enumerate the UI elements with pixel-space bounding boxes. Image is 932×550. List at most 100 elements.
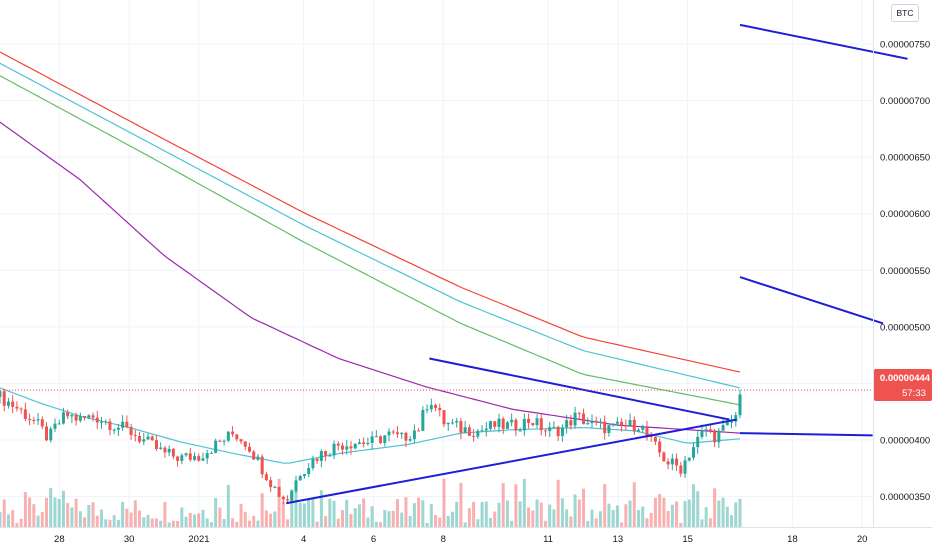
volume-bar [332,500,336,527]
volume-bar [345,499,349,527]
candle-body [442,410,446,425]
candle-body [252,451,256,460]
volume-bar [247,520,251,527]
volume-bar [319,490,323,527]
volume-bar [2,499,6,527]
candlesticks[interactable] [0,388,742,505]
volume-bar [484,501,488,527]
candle-body [484,428,488,431]
price-tick-label: 0.00000650 [880,153,930,164]
candle-body [104,421,108,423]
volume-bar [121,501,125,527]
candle-body [425,409,429,411]
candle-body [658,441,662,453]
volume-bar [104,519,108,527]
candle-body [40,419,44,427]
trendline [429,357,730,421]
volume-bar [611,509,615,527]
trendline [739,23,908,60]
volume-bar [573,494,577,527]
volume-bar [231,518,235,527]
candle-body [256,456,260,460]
moving-average-line [0,62,741,389]
candle-body [493,421,497,427]
candle-body [176,456,180,461]
candle-body [99,421,103,423]
candle-body [36,419,40,421]
volume-bar [472,501,476,527]
candle-body [336,443,340,446]
candle-body [209,452,213,454]
volume-bar [19,518,23,527]
volume-bar [607,503,611,527]
candle-body [501,418,505,429]
candle-body [700,430,704,437]
volume-bar [628,500,632,527]
candle-body [121,421,125,428]
volume-bar [302,503,306,527]
volume-bar [370,506,374,527]
volume-bar [311,499,315,527]
volume-bar [615,505,619,527]
candle-body [594,420,598,423]
volume-bar [700,519,704,527]
candle-body [641,427,645,430]
volume-bar [637,510,641,527]
candle-body [598,421,602,423]
candle-body [269,480,273,488]
volume-bar [560,498,564,527]
volume-bar [277,478,281,527]
price-axis[interactable]: 0.00000750 0.00000700 0.00000650 0.00000600… [880,40,930,503]
volume-bar [180,507,184,527]
volume-bar [362,498,366,527]
volume-bar [171,520,175,527]
volume-bar [489,517,493,527]
candle-body [61,412,65,424]
volume-bar [586,520,590,527]
candle-body [412,430,416,440]
candle-body [353,443,357,449]
currency-badge[interactable]: BTC [891,4,919,22]
trendlines[interactable] [286,23,908,505]
candle-body [404,432,408,441]
candle-body [188,453,192,460]
volume-bar [15,522,19,527]
time-tick-label: 28 [54,534,65,545]
volume-bar [193,514,197,527]
volume-bar [734,502,738,527]
volume-bar [116,519,120,527]
volume-bar [632,482,636,527]
volume-bar [184,516,188,527]
candle-body [260,456,264,475]
current-price-label: 0.00000444 57:33 [874,369,932,401]
time-axis[interactable]: 28 30 2021 4 6 8 11 13 15 18 20 [54,534,867,545]
candle-body [167,448,171,453]
volume-bar [442,478,446,527]
price-tick-label: 0.00000350 [880,492,930,503]
volume-bar [201,509,205,527]
candle-body [653,436,657,442]
candle-body [366,442,370,445]
volume-bar [61,490,65,527]
volume-bar [395,499,399,527]
candle-body [91,415,95,418]
volume-bar [307,498,311,527]
volume-bar [391,510,395,527]
candle-body [446,422,450,425]
volume-bar [243,511,247,527]
candle-body [708,429,712,431]
candle-body [235,434,239,440]
candle-body [721,425,725,431]
volume-bar [713,488,717,527]
candle-body [434,405,438,409]
time-tick-label: 13 [613,534,624,545]
candle-body [620,421,624,426]
volume-bar [357,504,361,527]
candle-body [201,458,205,461]
candle-body [628,419,632,427]
volume-bar [87,504,91,527]
volume-bar [222,518,226,527]
volume-bar [641,506,645,527]
candle-body [218,440,222,442]
